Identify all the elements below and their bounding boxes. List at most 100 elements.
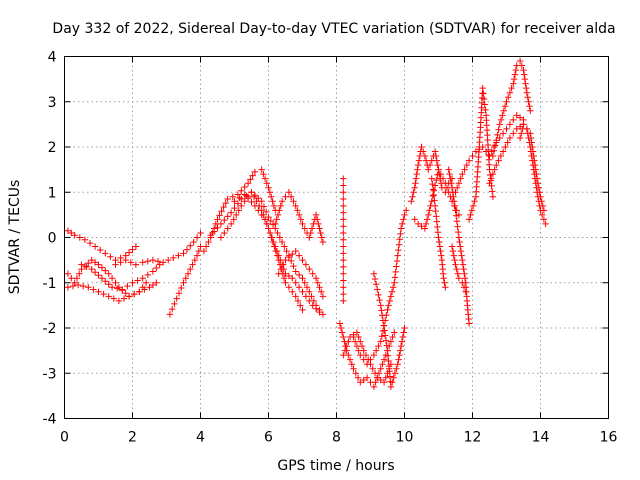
data-point [530,166,537,173]
y-tick-labels: -4 -3 -2 -1 0 1 2 3 4 [43,50,57,428]
data-point [448,180,455,187]
data-point [391,329,398,336]
data-point [91,243,99,250]
data-point [426,161,434,169]
data-point [389,379,396,386]
data-point [380,356,388,363]
data-point [248,189,255,196]
data-point [542,220,549,228]
data-point [428,175,435,182]
data-point [510,75,518,83]
data-point [274,211,282,219]
data-point [525,134,532,142]
data-point [434,223,441,231]
x-tick-label: 14 [532,430,550,446]
data-point [423,216,431,223]
data-point [171,300,178,308]
data-point [528,152,535,160]
data-point [168,305,176,313]
data-point [370,383,378,391]
data-point [238,202,245,210]
series-arc18 [408,143,456,205]
data-point [105,293,112,300]
data-point [76,234,83,241]
data-point [389,333,396,341]
data-point [340,175,347,182]
data-point [230,216,237,223]
data-point [391,279,398,286]
data-point [134,277,141,284]
data-point [399,220,406,228]
data-point [303,284,311,291]
data-point [227,209,235,216]
data-point [411,184,418,191]
data-point [527,107,534,114]
data-point [384,306,391,314]
data-point [299,256,306,264]
data-point [393,263,400,270]
data-point [461,166,468,173]
series-arc6 [166,243,204,318]
data-point [374,374,381,381]
data-point [439,175,447,182]
data-point [340,297,347,305]
data-point [238,187,245,194]
data-point [396,351,403,359]
data-point [340,250,347,257]
data-point [299,275,306,282]
data-point [354,374,362,381]
data-point [353,342,361,350]
data-point [235,207,242,214]
data-point [124,282,131,290]
axis-ticks [64,56,609,419]
data-point [382,374,389,381]
data-point [401,324,408,332]
data-point [379,361,386,368]
data-point [482,106,489,114]
data-point [282,256,289,264]
data-point [180,250,187,257]
data-point [400,216,407,223]
data-point [435,238,443,246]
data-point [340,182,347,189]
data-point [276,207,283,214]
data-point [392,268,399,276]
data-point [523,84,530,92]
data-point [520,66,527,74]
data-point [436,243,444,250]
data-point [69,282,77,290]
data-point [159,259,167,266]
data-point [100,290,107,298]
data-point [372,347,380,354]
data-point [397,230,404,238]
x-tick-label: 4 [196,430,205,446]
data-point [314,216,321,223]
data-point [372,379,379,386]
data-point [357,351,364,359]
data-point [504,139,511,146]
data-point [341,347,349,354]
data-point [184,270,192,277]
data-point [297,302,304,309]
data-point [260,203,268,210]
data-point [108,284,116,291]
data-point [283,247,290,255]
data-point [285,284,293,291]
data-point [389,284,397,291]
data-point [418,143,425,151]
data-point [413,170,420,178]
data-point [263,180,270,187]
data-point [463,161,471,169]
x-tick-label: 2 [128,430,137,446]
data-point [241,198,248,205]
x-axis-label: GPS time / hours [277,458,394,474]
data-point [385,302,392,309]
data-point [294,297,302,305]
data-point [353,329,361,336]
data-point [119,286,126,293]
data-point [451,256,458,264]
data-point [280,275,288,282]
data-point [495,157,502,164]
data-point [78,261,85,268]
